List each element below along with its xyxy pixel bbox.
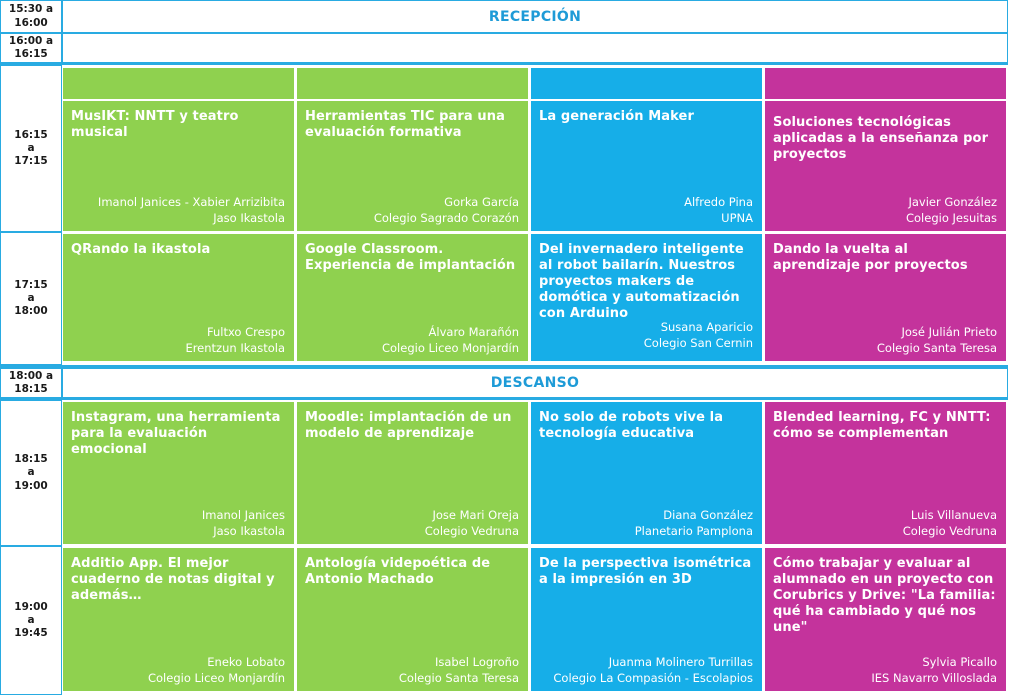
speaker-org: Colegio Santa Teresa	[876, 341, 997, 355]
session-card[interactable]: No solo de robots vive la tecnología edu…	[531, 402, 762, 544]
session-title: Dando la vuelta al aprendizaje por proye…	[773, 242, 968, 273]
speaker-org: Colegio Santa Teresa	[398, 671, 519, 685]
session-presenter: Alfredo Pina UPNA	[684, 194, 753, 226]
session-card[interactable]: Google Classroom. Experiencia de implant…	[297, 234, 528, 361]
session-card[interactable]: MusIKT: NNTT y teatro musical Imanol Jan…	[63, 101, 294, 231]
session-presenter: Luis Villanueva Colegio Vedruna	[903, 507, 997, 539]
session-presenter: Imanol Janices Jaso Ikastola	[202, 507, 285, 539]
time-slot-1615: 16:15 a 17:15	[0, 65, 62, 232]
speaker-name: Alfredo Pina	[684, 195, 753, 209]
speaker-org: Jaso Ikastola	[213, 524, 285, 538]
session-card[interactable]: De la perspectiva isométrica a la impres…	[531, 548, 762, 691]
session-presenter: Imanol Janices - Xabier Arrizibita Jaso I…	[98, 194, 285, 226]
speaker-name: Eneko Lobato	[207, 655, 285, 669]
time-slot-1815: 18:15 a 19:00	[0, 400, 62, 546]
session-card[interactable]: Blended learning, FC y NNTT: cómo se com…	[765, 402, 1006, 544]
session-presenter: Jose Mari Oreja Colegio Vedruna	[425, 507, 519, 539]
divider	[0, 62, 1008, 65]
session-presenter: Eneko Lobato Colegio Liceo Monjardín	[148, 654, 285, 686]
session-card[interactable]: Moodle: implantación de un modelo de apr…	[297, 402, 528, 544]
session-title: Antología videpoética de Antonio Machado	[305, 556, 491, 587]
speaker-name: Diana González	[663, 508, 753, 522]
session-title: Moodle: implantación de un modelo de apr…	[305, 410, 512, 441]
speaker-org: Jaso Ikastola	[213, 211, 285, 225]
time-slot-1800: 18:00 a 18:15	[0, 368, 62, 398]
time-slot-1600: 16:00 a 16:15	[0, 33, 62, 63]
session-title: Del invernadero inteligente al robot bai…	[539, 242, 744, 321]
track-header-2	[297, 68, 528, 99]
speaker-name: Imanol Janices - Xabier Arrizibita	[97, 195, 285, 209]
empty-slot-1600	[62, 33, 1008, 63]
speaker-name: Jose Mari Oreja	[432, 508, 519, 522]
session-title: Cómo trabajar y evaluar al alumnado en u…	[773, 556, 996, 635]
session-title: Google Classroom. Experiencia de implant…	[305, 242, 516, 273]
speaker-name: Imanol Janices	[201, 508, 285, 522]
session-card[interactable]: Soluciones tecnológicas aplicadas a la e…	[765, 101, 1006, 231]
speaker-name: Susana Aparicio	[660, 320, 753, 334]
speaker-org: Colegio La Compasión - Escolapios	[553, 671, 753, 685]
session-presenter: Juanma Molinero Turrillas Colegio La Comp…	[553, 654, 753, 686]
session-presenter: Isabel Logroño Colegio Santa Teresa	[399, 654, 519, 686]
speaker-org: UPNA	[721, 211, 753, 225]
session-card[interactable]: Additio App. El mejor cuaderno de notas …	[63, 548, 294, 691]
speaker-org: Erentzun Ikastola	[185, 341, 285, 355]
speaker-org: IES Navarro Villoslada	[871, 671, 997, 685]
track-header-4	[765, 68, 1006, 99]
session-title: De la perspectiva isométrica a la impres…	[539, 556, 752, 587]
session-presenter: José Julián Prieto Colegio Santa Teresa	[877, 324, 997, 356]
session-presenter: Sylvia Picallo IES Navarro Villoslada	[871, 654, 997, 686]
session-title: Additio App. El mejor cuaderno de notas …	[71, 556, 275, 603]
session-title: La generación Maker	[539, 109, 694, 124]
session-card[interactable]: Herramientas TIC para una evaluación for…	[297, 101, 528, 231]
session-presenter: Javier González Colegio Jesuitas	[906, 194, 997, 226]
speaker-org: Planetario Pamplona	[634, 524, 753, 538]
session-card[interactable]: QRando la ikastola Fultxo Crespo Erentzun…	[63, 234, 294, 361]
session-title: No solo de robots vive la tecnología edu…	[539, 410, 724, 441]
speaker-name: Isabel Logroño	[434, 655, 519, 669]
break-banner: DESCANSO	[62, 368, 1008, 398]
speaker-name: Javier González	[908, 195, 997, 209]
session-title: Soluciones tecnológicas aplicadas a la e…	[773, 115, 989, 162]
speaker-org: Colegio Jesuitas	[905, 211, 997, 225]
speaker-org: Colegio Sagrado Corazón	[373, 211, 519, 225]
session-card[interactable]: La generación Maker Alfredo Pina UPNA	[531, 101, 762, 231]
speaker-name: José Julián Prieto	[901, 325, 998, 339]
speaker-org: Colegio San Cernin	[643, 336, 753, 350]
session-title: QRando la ikastola	[71, 242, 211, 257]
session-presenter: Álvaro Marañón Colegio Liceo Monjardín	[382, 324, 519, 356]
session-title: Instagram, una herramienta para la evalu…	[71, 410, 281, 457]
reception-banner: RECEPCIÓN	[62, 0, 1008, 33]
session-presenter: Susana Aparicio Colegio San Cernin	[644, 319, 753, 351]
session-title: MusIKT: NNTT y teatro musical	[71, 109, 239, 140]
session-card[interactable]: Instagram, una herramienta para la evalu…	[63, 402, 294, 544]
speaker-name: Luis Villanueva	[910, 508, 997, 522]
speaker-org: Colegio Liceo Monjardín	[381, 341, 519, 355]
speaker-name: Sylvia Picallo	[922, 655, 997, 669]
session-title: Herramientas TIC para una evaluación for…	[305, 109, 505, 140]
time-slot-1900: 19:00 a 19:45	[0, 546, 62, 695]
speaker-name: Álvaro Marañón	[428, 325, 519, 339]
track-header-1	[63, 68, 294, 99]
divider	[0, 365, 1008, 368]
time-slot-1715: 17:15 a 18:00	[0, 232, 62, 365]
session-card[interactable]: Cómo trabajar y evaluar al alumnado en u…	[765, 548, 1006, 691]
session-presenter: Diana González Planetario Pamplona	[635, 507, 753, 539]
track-header-3	[531, 68, 762, 99]
time-slot-1530: 15:30 a 16:00	[0, 0, 62, 33]
speaker-name: Gorka García	[444, 195, 519, 209]
divider	[0, 397, 1008, 400]
speaker-org: Colegio Vedruna	[424, 524, 519, 538]
speaker-name: Fultxo Crespo	[206, 325, 285, 339]
session-title: Blended learning, FC y NNTT: cómo se com…	[773, 410, 991, 441]
session-card[interactable]: Antología videpoética de Antonio Machado…	[297, 548, 528, 691]
speaker-org: Colegio Vedruna	[902, 524, 997, 538]
session-card[interactable]: Dando la vuelta al aprendizaje por proye…	[765, 234, 1006, 361]
session-presenter: Fultxo Crespo Erentzun Ikastola	[185, 324, 285, 356]
speaker-name: Juanma Molinero Turrillas	[608, 655, 753, 669]
session-card[interactable]: Del invernadero inteligente al robot bai…	[531, 234, 762, 361]
session-presenter: Gorka García Colegio Sagrado Corazón	[374, 194, 519, 226]
speaker-org: Colegio Liceo Monjardín	[147, 671, 285, 685]
